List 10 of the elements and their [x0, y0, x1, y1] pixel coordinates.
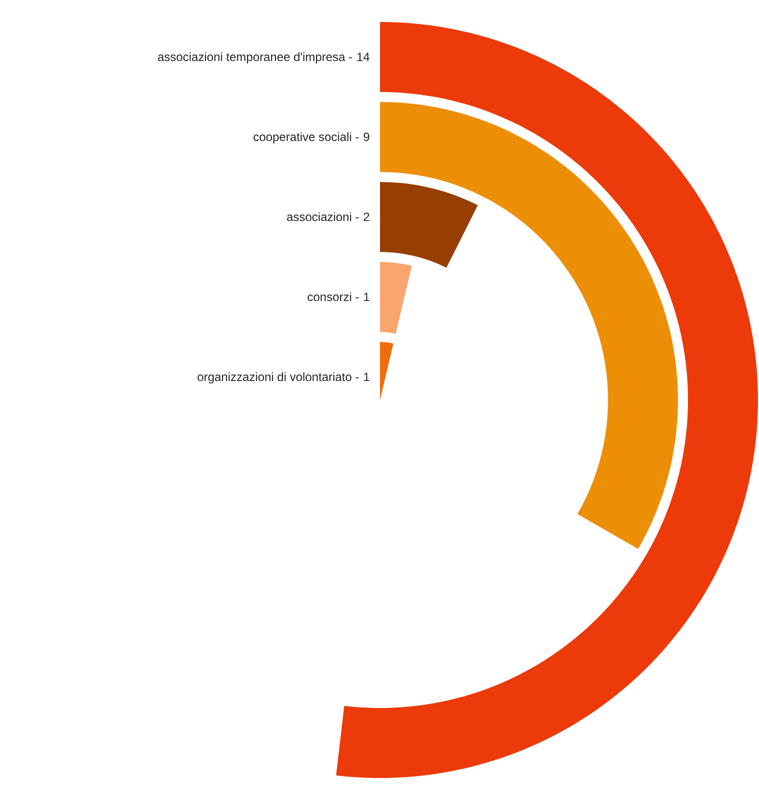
data-label: 14	[357, 52, 370, 61]
data-label: 9	[364, 132, 370, 142]
data-label: 1	[364, 292, 370, 301]
category-label: organizzazioni di volontariato -	[198, 372, 359, 384]
category-label: associazioni temporanee d'impresa -	[158, 52, 352, 64]
data-label: 1	[364, 372, 370, 381]
category-label: cooperative sociali -	[254, 132, 359, 144]
data-label: 2	[364, 212, 370, 221]
category-label: associazioni -	[287, 212, 359, 222]
category-label: consorzi -	[308, 292, 359, 302]
